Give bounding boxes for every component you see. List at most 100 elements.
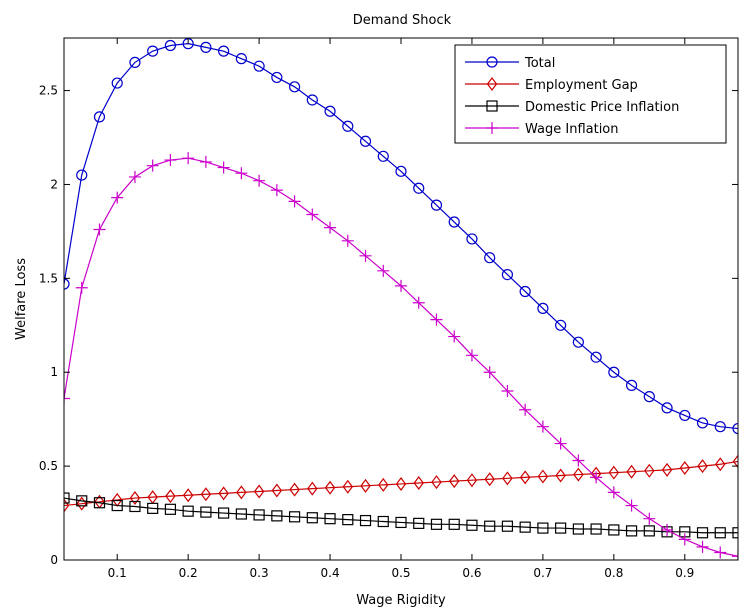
data-point-wage-inflation — [324, 221, 337, 234]
data-point-employment-gap — [679, 460, 691, 475]
data-point-domestic-price-inflation — [64, 492, 70, 504]
data-point-domestic-price-inflation — [147, 502, 159, 514]
data-point-domestic-price-inflation — [164, 503, 177, 515]
data-point-wage-inflation — [341, 234, 354, 247]
data-point-total — [608, 366, 620, 378]
data-point-employment-gap — [307, 481, 318, 496]
series-line-employment-gap — [64, 460, 738, 507]
legend-item-wage-inflation: Wage Inflation — [465, 122, 619, 137]
axes: 0.1 0.2 0.3 0.4 0.5 0.6 0.7 0.8 0.9 0 0.5 1 1.5 2 2.5 — [39, 38, 738, 580]
data-point-total — [129, 56, 141, 69]
data-point-total — [253, 60, 265, 72]
y-tick-label: 2.5 — [39, 84, 58, 98]
series-domestic-price-inflation — [64, 492, 738, 539]
data-point-total — [306, 94, 318, 106]
data-point-wage-inflation — [501, 385, 514, 398]
data-point-employment-gap — [555, 468, 566, 483]
legend-marker-wage-inflation — [486, 122, 498, 134]
y-tick-label: 1 — [50, 365, 58, 379]
data-point-employment-gap — [484, 472, 495, 487]
data-point-employment-gap — [661, 462, 673, 477]
data-point-wage-inflation — [412, 296, 425, 309]
data-point-wage-inflation — [359, 249, 372, 262]
data-point-employment-gap — [431, 475, 442, 490]
data-point-domestic-price-inflation — [590, 523, 602, 535]
data-point-total — [235, 53, 247, 65]
data-point-wage-inflation — [430, 313, 443, 326]
data-point-domestic-price-inflation — [395, 516, 407, 529]
data-point-employment-gap — [502, 471, 513, 486]
data-point-wage-inflation — [146, 159, 159, 172]
data-point-total — [732, 422, 738, 435]
data-point-wage-inflation — [625, 499, 638, 512]
data-point-employment-gap — [289, 482, 300, 497]
data-point-domestic-price-inflation — [555, 522, 567, 534]
data-point-employment-gap — [608, 465, 620, 480]
legend-box — [454, 44, 727, 144]
data-point-wage-inflation — [607, 486, 620, 499]
data-point-employment-gap — [342, 479, 354, 494]
series-total — [64, 38, 738, 435]
data-point-total — [696, 417, 709, 429]
data-point-wage-inflation — [306, 208, 319, 221]
data-point-total — [147, 45, 159, 57]
data-point-wage-inflation — [554, 437, 567, 450]
data-point-wage-inflation — [270, 184, 283, 197]
x-tick-label: 0.6 — [462, 566, 481, 580]
data-point-total — [76, 169, 88, 181]
data-point-domestic-price-inflation — [466, 519, 478, 531]
y-tick-label: 0.5 — [39, 459, 58, 473]
data-point-total — [395, 165, 407, 177]
data-point-domestic-price-inflation — [235, 508, 247, 520]
data-point-employment-gap — [395, 476, 407, 491]
data-point-wage-inflation — [448, 330, 461, 343]
x-tick-label: 0.3 — [250, 566, 269, 580]
data-point-employment-gap — [236, 485, 247, 500]
data-point-employment-gap — [324, 480, 336, 495]
data-point-employment-gap — [466, 473, 478, 488]
data-point-wage-inflation — [661, 523, 674, 536]
data-point-employment-gap — [182, 488, 194, 503]
data-point-domestic-price-inflation — [448, 518, 460, 530]
plot-series — [64, 38, 738, 560]
x-tick-label: 0.7 — [533, 566, 552, 580]
data-point-employment-gap — [573, 467, 584, 482]
data-point-wage-inflation — [590, 471, 603, 484]
data-point-total — [377, 150, 389, 162]
data-point-wage-inflation — [182, 152, 195, 165]
legend-marker-total — [486, 56, 498, 68]
data-point-wage-inflation — [377, 264, 390, 277]
data-point-wage-inflation — [395, 279, 407, 292]
data-point-total — [643, 391, 655, 403]
data-point-total — [64, 278, 70, 290]
data-point-wage-inflation — [483, 366, 496, 379]
x-tick-label: 0.1 — [108, 566, 127, 580]
data-point-domestic-price-inflation — [111, 499, 123, 512]
legend: Total Employment Gap Domestic Price Inflat… — [454, 44, 727, 144]
legend-marker-employment-gap — [486, 77, 498, 91]
data-point-domestic-price-inflation — [359, 514, 372, 527]
legend-item-employment-gap: Employment Gap — [465, 77, 638, 93]
data-point-wage-inflation — [288, 195, 301, 208]
data-point-total — [111, 77, 123, 89]
data-point-employment-gap — [537, 469, 549, 484]
data-point-domestic-price-inflation — [271, 510, 283, 522]
data-point-domestic-price-inflation — [714, 527, 726, 539]
data-point-total — [218, 45, 230, 57]
series-line-domestic-price-inflation — [64, 497, 738, 534]
data-point-total — [324, 105, 336, 117]
data-point-domestic-price-inflation — [413, 517, 425, 529]
legend-label-wage-inflation: Wage Inflation — [525, 122, 619, 137]
chart-title: Demand Shock — [353, 13, 452, 28]
data-point-total — [537, 302, 549, 314]
data-point-domestic-price-inflation — [324, 513, 336, 525]
data-point-domestic-price-inflation — [218, 507, 230, 519]
data-point-domestic-price-inflation — [430, 518, 443, 530]
data-point-wage-inflation — [465, 349, 478, 362]
data-point-domestic-price-inflation — [484, 520, 496, 532]
data-point-domestic-price-inflation — [76, 495, 88, 507]
data-point-total — [679, 409, 691, 422]
data-point-total — [519, 285, 531, 298]
data-point-employment-gap — [626, 464, 637, 479]
data-point-domestic-price-inflation — [253, 509, 265, 521]
